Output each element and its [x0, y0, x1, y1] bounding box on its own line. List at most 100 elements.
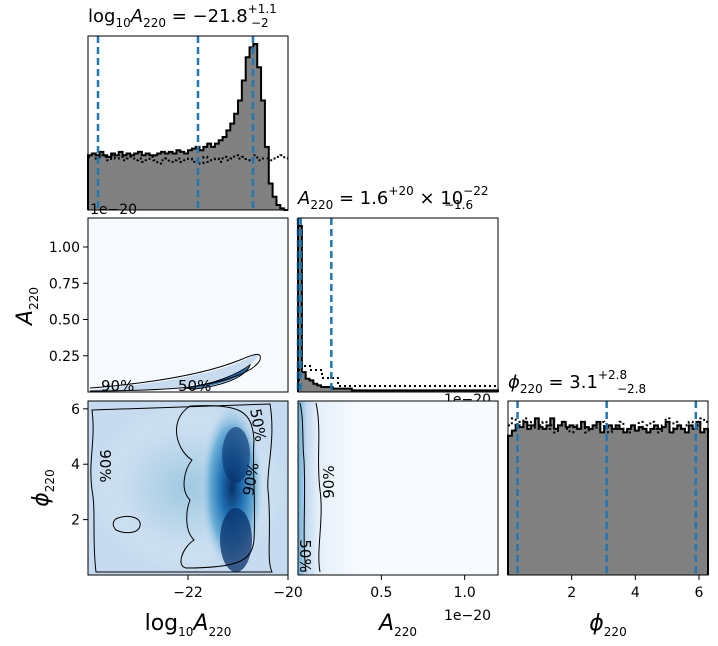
hist-logA-bar-32 — [211, 146, 216, 210]
xlabel-phi-sub: 220 — [604, 625, 627, 639]
hist-logA-bar-27 — [191, 148, 196, 210]
hist-A-bar-7 — [324, 387, 330, 392]
hist-logA-bar-35 — [222, 136, 227, 210]
ylabel-phi-sub: 220 — [43, 469, 57, 492]
density-phi-vs-logA-contour-island — [112, 515, 141, 534]
hist-logA-bar-33 — [214, 143, 220, 210]
hist-logA-bar-3 — [99, 151, 104, 210]
hist-A-bar-1 — [301, 372, 306, 392]
title-logA-letter: A — [130, 6, 143, 27]
hist-logA-bar-39 — [238, 100, 243, 210]
density-phi-vs-A-panel: 90% 50% 0.5 1.0 1e−20 A220 — [296, 400, 499, 639]
hist-A-prior-step — [298, 365, 498, 387]
hist-phi-bar-14 — [561, 421, 566, 575]
xlabel-A-sub: 220 — [394, 625, 417, 639]
density-phi-vs-A-strip — [298, 401, 358, 575]
A-y-tick-label-2: 0.75 — [49, 276, 80, 292]
hist-phi-bar-18 — [577, 428, 582, 575]
density-A-vs-logA-shade — [90, 353, 260, 391]
hist-A-frame — [297, 217, 499, 393]
ylabel-phi-letter: ϕ — [29, 492, 54, 507]
hist-phi-bars — [508, 418, 709, 575]
hist-logA-bar-10 — [126, 153, 131, 210]
hist-logA-bar-0 — [88, 155, 93, 210]
hist-logA-bar-23 — [176, 150, 181, 210]
hist-logA-bar-6 — [111, 153, 116, 210]
hist-A-bar-6 — [321, 387, 326, 392]
title-logA-sup: +1.1 — [248, 2, 277, 16]
hist-logA-bar-21 — [168, 151, 173, 210]
hist-phi-bar-33 — [634, 430, 640, 575]
hist-A-bar-11 — [340, 388, 345, 392]
A-y-tick-label-0: 0.25 — [49, 349, 80, 365]
hist-phi-bar-10 — [546, 425, 551, 575]
hist-logA-bar-26 — [188, 150, 193, 210]
hist-logA-bar-44 — [257, 67, 262, 211]
hist-phi-bar-42 — [669, 432, 674, 575]
phi-x-ticks: 2 4 6 — [567, 575, 704, 601]
logA-x-tick-label-1: −20 — [273, 585, 303, 601]
hist-logA-bar-49 — [276, 205, 281, 210]
hist-phi-bar-49 — [696, 421, 701, 575]
hist-logA-bar-47 — [268, 183, 273, 210]
xlabel-A: A220 — [377, 611, 417, 639]
density-phi-vs-logA-peak-low — [220, 508, 252, 572]
ylabel-A-letter: A — [13, 310, 38, 327]
phi-y-ticks: 2 4 6 — [71, 402, 88, 529]
hist-phi-bar-23 — [596, 421, 601, 575]
title-phi-value: = 3.1 — [543, 372, 598, 393]
contour-label-50-A-logA: 50% — [178, 377, 211, 395]
hist-logA-bar-42 — [249, 47, 254, 210]
hist-logA-step — [87, 43, 288, 211]
density-phi-vs-A-frame — [297, 400, 499, 576]
hist-phi-bar-17 — [573, 427, 578, 575]
hist-phi-bar-12 — [554, 428, 559, 575]
title-A-suffix: × 10 — [414, 188, 463, 209]
A-y-ticks: 0.25 0.50 0.75 1.00 — [49, 240, 88, 365]
hist-phi-bar-38 — [654, 425, 659, 575]
hist-phi-bar-5 — [527, 428, 532, 575]
hist-A-bar-10 — [336, 388, 341, 392]
contour-label-90-phi-A: 90% — [320, 465, 338, 498]
A-x-offset-label: 1e−20 — [444, 608, 491, 624]
title-logA: log10A220 = −21.8+1.1 — [88, 2, 277, 30]
density-A-vs-logA-contour-50 — [184, 363, 251, 390]
hist-logA-bar-13 — [138, 151, 143, 210]
hist-phi-bar-11 — [550, 418, 555, 575]
ylabel-A-sub: 220 — [27, 287, 41, 310]
phi-y-tick-label-0: 2 — [71, 513, 80, 529]
hist-logA-bar-15 — [145, 153, 150, 210]
hist-A-quantiles — [296, 218, 333, 392]
hist-phi-bar-31 — [627, 428, 632, 575]
hist-phi-bar-16 — [569, 425, 574, 575]
phi-y-tick-label-2: 6 — [71, 402, 80, 418]
xlabel-phi: ϕ220 — [589, 611, 626, 639]
hist-phi-bar-9 — [542, 428, 547, 575]
hist-phi-bar-21 — [588, 428, 593, 575]
hist-logA-bar-5 — [107, 156, 112, 210]
ylabel-A: A220 — [13, 287, 41, 327]
title-logA-value: = −21.8 — [166, 6, 248, 27]
hist-phi-bar-0 — [508, 435, 513, 575]
xlabel-phi-letter: ϕ — [589, 611, 604, 636]
hist-phi-bar-4 — [523, 421, 528, 575]
title-phi-sup: +2.8 — [598, 368, 627, 382]
xlabel-logA-letter: A — [191, 611, 208, 636]
hist-phi-quantiles — [516, 401, 698, 575]
hist-phi-bar-39 — [658, 428, 663, 575]
xlabel-logA-sub10: 10 — [178, 625, 193, 639]
hist-logA-bar-46 — [264, 146, 270, 210]
title-A-letter: A — [297, 188, 310, 209]
title-A-subscript-err: −1.6 — [444, 198, 473, 212]
hist-logA-bar-36 — [226, 130, 231, 210]
hist-logA-bar-22 — [172, 153, 177, 210]
title-logA-sub10: 10 — [115, 16, 130, 30]
hist-phi-bar-32 — [631, 425, 636, 575]
hist-phi-bar-47 — [688, 425, 693, 575]
density-A-vs-logA-frame — [87, 217, 289, 393]
title-phi: ϕ220 = 3.1+2.8 — [508, 368, 627, 396]
hist-logA-bar-9 — [122, 155, 127, 210]
hist-phi-bar-43 — [673, 428, 678, 575]
